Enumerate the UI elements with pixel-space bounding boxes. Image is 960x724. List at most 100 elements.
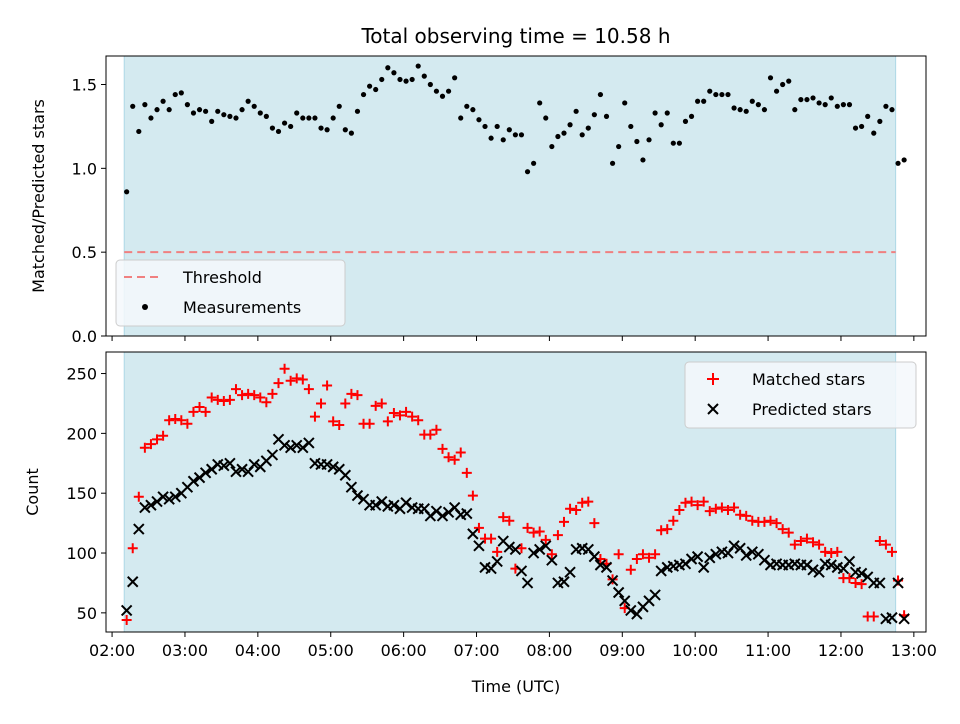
matched-stars-point [801, 533, 812, 544]
matched-stars-point [589, 518, 600, 529]
measurement-point [403, 78, 409, 84]
measurement-point [203, 108, 209, 114]
predicted-stars-point [139, 501, 151, 514]
matched-stars-point [401, 406, 412, 417]
measurement-point [306, 115, 312, 121]
matched-stars-point [267, 388, 278, 399]
measurement-point [342, 127, 348, 133]
measurement-point [895, 160, 901, 166]
predicted-stars-point [685, 553, 698, 565]
measurement-point [488, 135, 494, 141]
predicted-stars-point [558, 576, 570, 588]
matched-stars-point [850, 577, 861, 588]
measurement-point [695, 98, 701, 104]
measurement-point [518, 132, 525, 138]
predicted-stars-point [145, 499, 157, 511]
measurement-point [780, 81, 786, 88]
measurement-point [336, 103, 342, 109]
measurement-point [616, 143, 622, 150]
matched-stars-point [364, 418, 375, 429]
predicted-stars-point [655, 565, 667, 577]
matched-stars-point [382, 416, 393, 427]
matched-stars-point [370, 400, 381, 411]
matched-stars-point [273, 378, 284, 389]
matched-stars-point [826, 548, 837, 559]
measurement-point [524, 169, 531, 175]
measurement-point [707, 88, 713, 94]
matched-stars-point [722, 504, 733, 515]
matched-stars-point [188, 406, 199, 417]
matched-stars-point [710, 503, 721, 514]
measurement-point [664, 110, 670, 116]
matched-stars-point [534, 526, 545, 537]
predicted-stars-point [691, 550, 704, 563]
matched-stars-point [182, 418, 193, 429]
predicted-stars-point [600, 561, 613, 574]
predicted-stars-point [321, 458, 333, 471]
predicted-legend-swatch [707, 403, 719, 415]
predicted-legend-label: Predicted stars [752, 400, 872, 419]
x-tick-label: 11:00 [745, 641, 791, 660]
measurement-point [865, 113, 871, 119]
matched-stars-point [856, 579, 867, 590]
top-y-axis-label: Matched/Predicted stars [29, 99, 48, 293]
matched-stars-point [692, 500, 703, 511]
measurement-point [251, 103, 257, 109]
predicted-stars-point [388, 499, 400, 511]
measurement-point [275, 128, 282, 135]
measurement-point [445, 88, 452, 94]
measurement-point [676, 140, 682, 146]
matched-stars-point [164, 415, 175, 426]
predicted-stars-point [303, 437, 315, 449]
measurement-point [269, 125, 276, 131]
measurement-point [755, 102, 761, 108]
measurement-point [360, 91, 367, 98]
measurement-point [227, 113, 233, 119]
bottom-y-axis-label: Count [23, 468, 42, 516]
y-tick-label: 200 [66, 424, 97, 443]
matched-stars-point [552, 530, 563, 541]
matched-stars-point [516, 543, 527, 554]
measurement-point [688, 113, 695, 119]
predicted-stars-point [199, 467, 212, 479]
matched-stars-point [868, 611, 879, 622]
matched-stars-point [455, 447, 466, 458]
measurement-point [603, 113, 610, 119]
measurement-point [476, 117, 482, 123]
x-tick-label: 03:00 [162, 641, 208, 660]
measurement-point [312, 115, 318, 121]
predicted-stars-point [564, 566, 576, 578]
measurement-point [160, 98, 166, 104]
matched-stars-point [558, 516, 569, 527]
predicted-stars-point [127, 576, 139, 588]
matched-legend-label: Matched stars [752, 370, 865, 389]
matched-legend-swatch [707, 373, 719, 385]
measurement-point [822, 102, 828, 108]
x-tick-label: 05:00 [308, 641, 354, 660]
measurement-point [713, 91, 719, 98]
measurement-point [761, 107, 768, 113]
measurement-point [816, 100, 822, 106]
matched-stars-point [158, 430, 169, 441]
matched-stars-point [729, 502, 740, 513]
matched-stars-point [473, 522, 484, 533]
bottom-plot-frame [105, 351, 927, 633]
predicted-stars-point [594, 559, 607, 571]
predicted-stars-point [606, 574, 619, 587]
measurement-point [877, 118, 883, 124]
matched-stars-point [425, 429, 436, 440]
matched-stars-point [194, 402, 205, 413]
ratio-panel: Total observing time = 10.58 h Matched/P… [29, 24, 927, 346]
measurement-point [184, 102, 190, 108]
matched-stars-point [492, 546, 503, 557]
matched-stars-point [656, 525, 667, 536]
measurement-point [464, 103, 470, 109]
matched-stars-point [577, 497, 588, 508]
matched-stars-point [255, 392, 266, 403]
matched-stars-point [747, 515, 758, 526]
matched-stars-point [218, 396, 229, 407]
measurement-point [196, 107, 203, 113]
matched-stars-point [449, 454, 460, 465]
measurement-point [385, 65, 391, 71]
measurement-point [585, 125, 591, 131]
